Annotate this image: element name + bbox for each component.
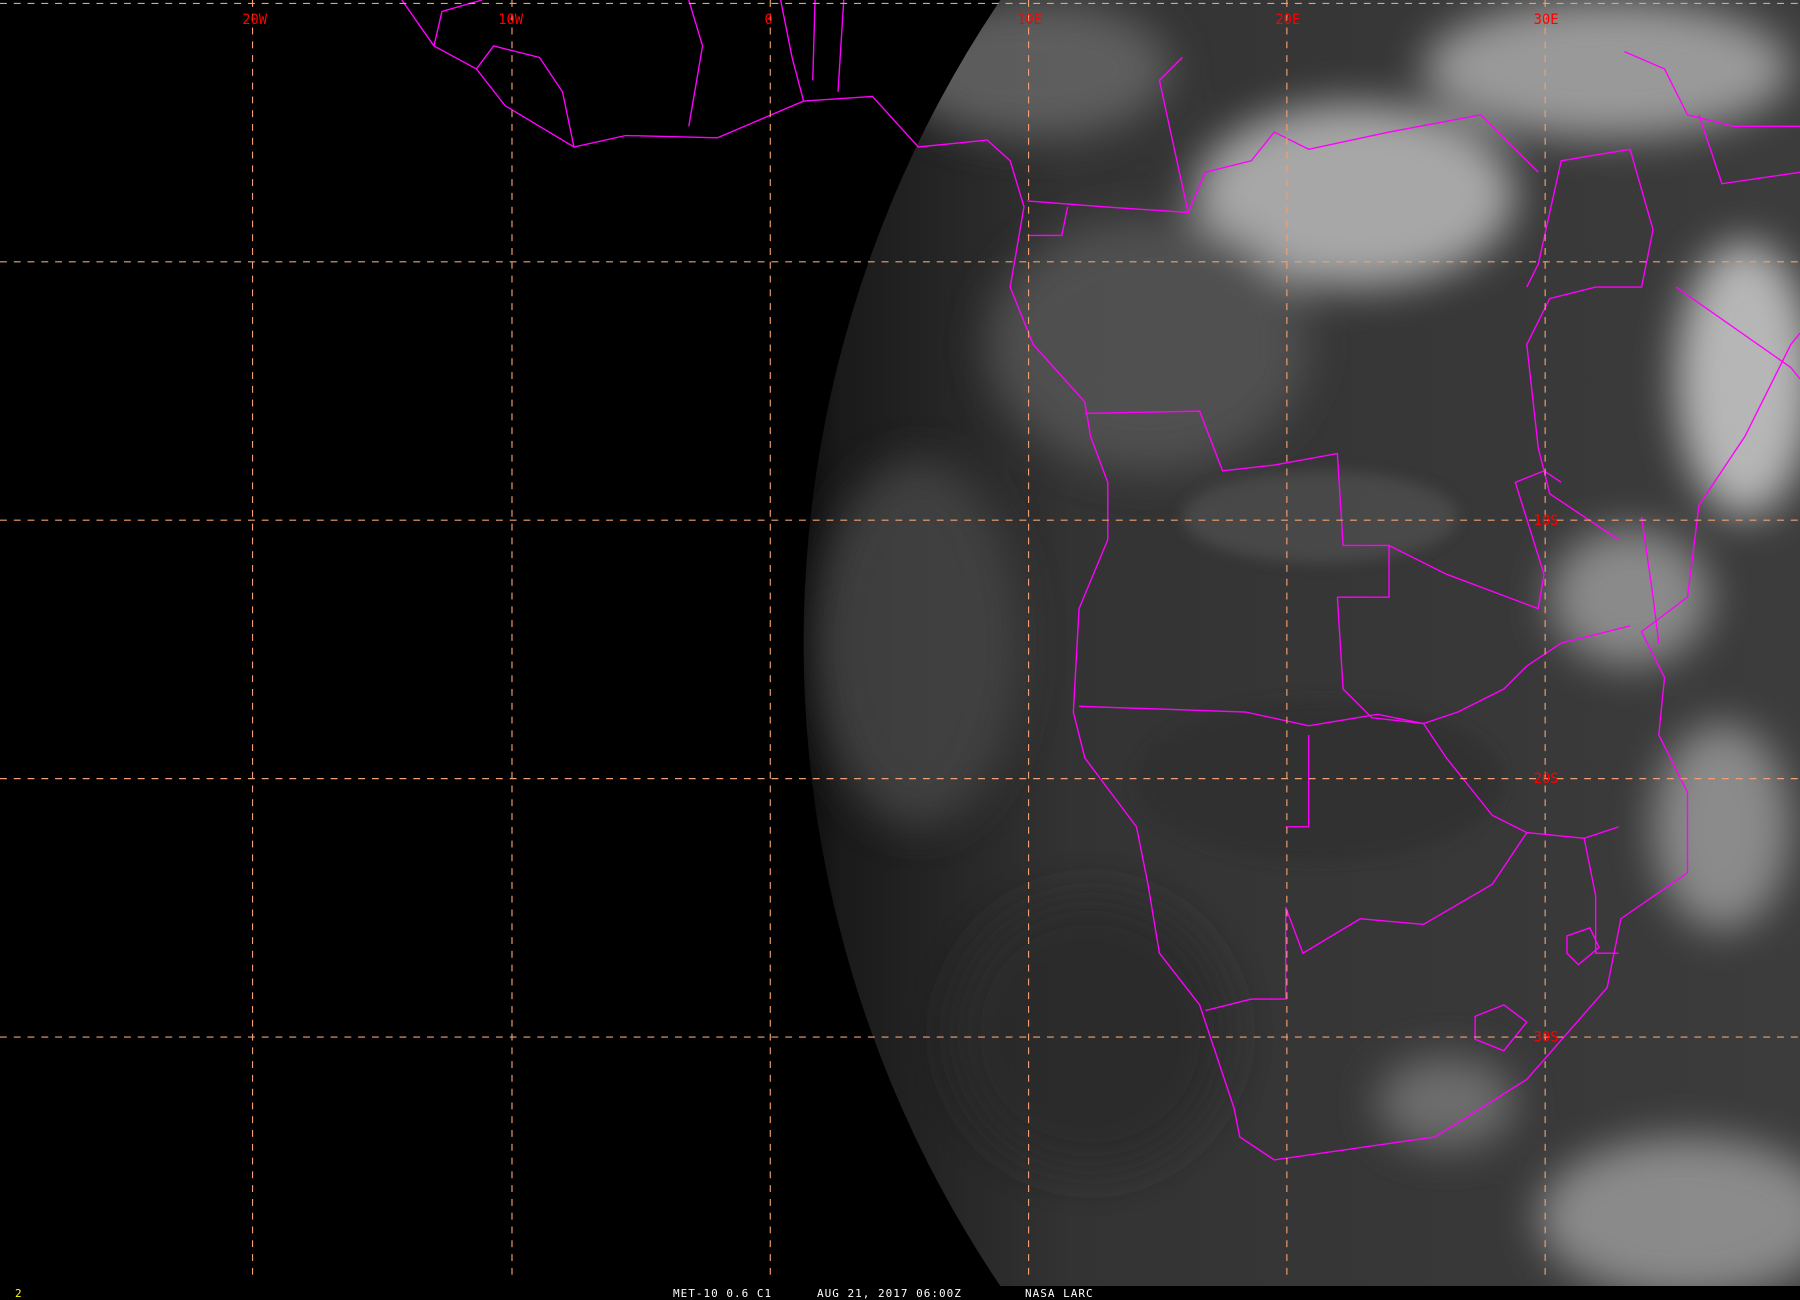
lon-label: 20E — [1275, 12, 1300, 28]
lon-label: 0 — [765, 12, 773, 28]
lon-label: 20W — [242, 12, 268, 28]
lon-label: 10E — [1017, 12, 1042, 28]
frame-number: 2 — [15, 1287, 23, 1300]
lon-label: 10W — [498, 12, 524, 28]
product-label: MET-10 0.6 C1 — [673, 1287, 773, 1300]
footer-bar — [0, 1286, 1800, 1300]
africa-coastline — [401, 0, 1800, 1161]
country-borders — [401, 0, 1800, 1161]
lon-label: 30E — [1534, 12, 1559, 28]
lat-label: 10S — [1534, 513, 1559, 529]
datetime-label: AUG 21, 2017 06:00Z — [817, 1287, 962, 1300]
earth-disk — [803, 0, 1800, 1298]
lat-label: 30S — [1534, 1030, 1559, 1046]
lat-label: 20S — [1534, 771, 1559, 787]
grid-labels: 20W 10W 0 10E 20E 30E 10S 20S 30S — [242, 12, 1558, 1045]
source-label: NASA LARC — [1025, 1287, 1094, 1300]
